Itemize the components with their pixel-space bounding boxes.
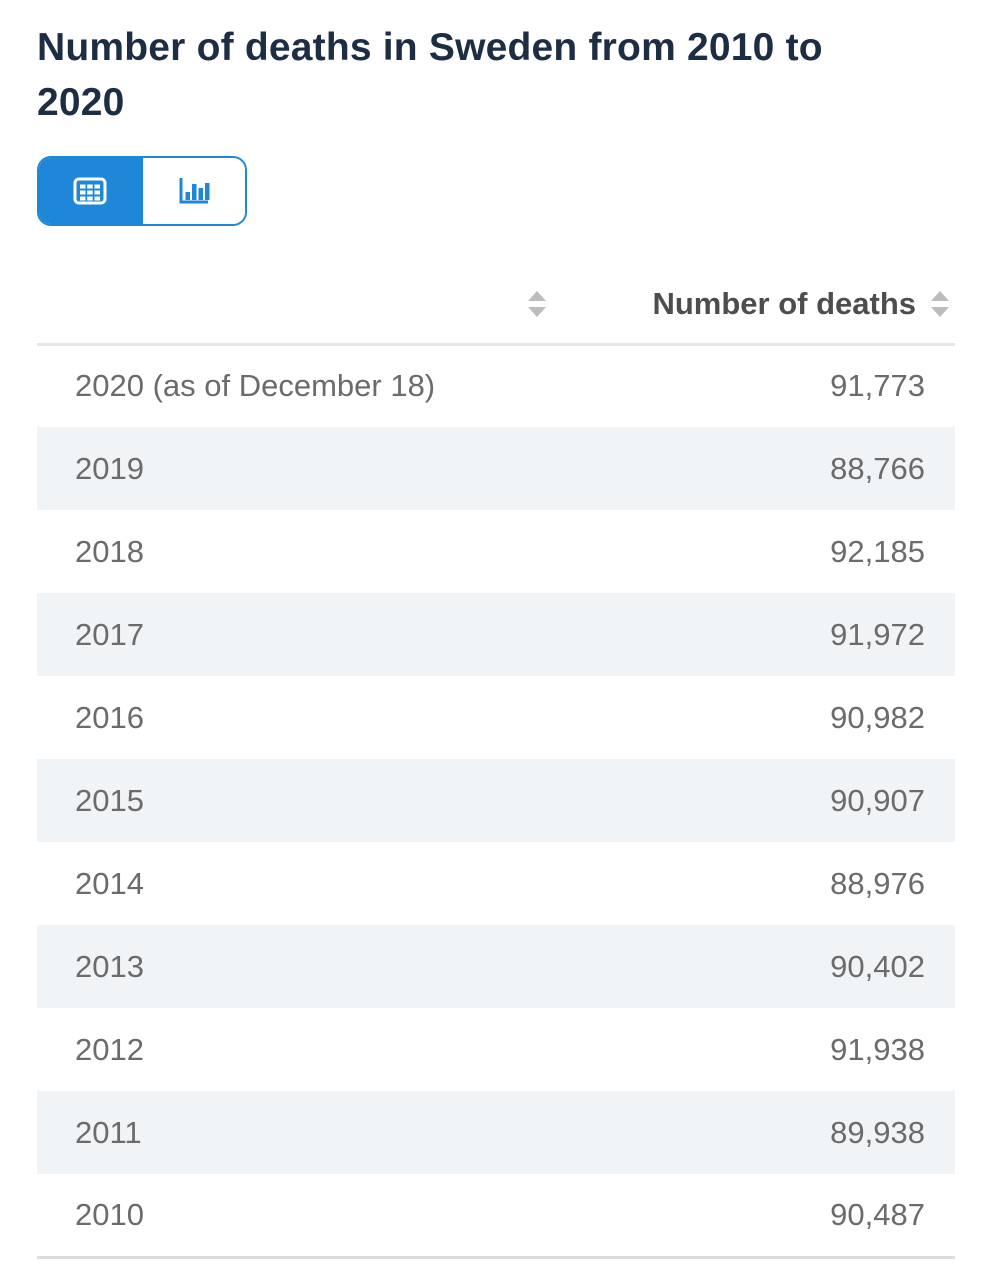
year-cell: 2020 (as of December 18) bbox=[75, 368, 436, 404]
year-cell: 2019 bbox=[75, 450, 144, 486]
bar-chart-icon bbox=[177, 175, 211, 207]
deaths-cell: 91,972 bbox=[830, 616, 925, 652]
table-header-row: Number of deaths bbox=[37, 266, 955, 346]
column-header-year[interactable] bbox=[37, 266, 561, 346]
year-cell: 2015 bbox=[75, 782, 144, 818]
table-row: 2013 90,402 bbox=[37, 925, 955, 1008]
sort-icon[interactable] bbox=[528, 291, 547, 318]
deaths-table: Number of deaths 2020 (as of December 18… bbox=[37, 266, 955, 1259]
table-row: 2015 90,907 bbox=[37, 759, 955, 842]
deaths-cell: 88,976 bbox=[830, 865, 925, 901]
table-row: 2012 91,938 bbox=[37, 1008, 955, 1091]
deaths-cell: 90,907 bbox=[830, 782, 925, 818]
deaths-cell: 89,938 bbox=[830, 1114, 925, 1150]
statistic-page: Number of deaths in Sweden from 2010 to … bbox=[0, 20, 992, 1259]
deaths-cell: 90,487 bbox=[560, 1174, 955, 1259]
page-title: Number of deaths in Sweden from 2010 to … bbox=[37, 26, 823, 124]
table-grid-icon bbox=[73, 177, 107, 205]
year-cell: 2014 bbox=[75, 865, 144, 901]
deaths-cell: 91,938 bbox=[830, 1031, 925, 1067]
view-toggle bbox=[37, 156, 247, 226]
year-cell: 2018 bbox=[75, 533, 144, 569]
deaths-cell: 90,402 bbox=[830, 948, 925, 984]
table-row: 2018 92,185 bbox=[37, 510, 955, 593]
chart-view-button[interactable] bbox=[141, 158, 245, 224]
sort-icon[interactable] bbox=[931, 291, 949, 318]
year-cell: 2013 bbox=[75, 948, 144, 984]
deaths-cell: 88,766 bbox=[830, 450, 925, 486]
year-cell: 2011 bbox=[75, 1114, 142, 1150]
year-cell: 2017 bbox=[75, 616, 144, 652]
table-row: 2017 91,972 bbox=[37, 593, 955, 676]
column-header-deaths-label: Number of deaths bbox=[652, 286, 916, 322]
column-header-number-of-deaths[interactable]: Number of deaths bbox=[560, 266, 955, 346]
table-row: 2011 89,938 bbox=[37, 1091, 955, 1174]
deaths-cell: 91,773 bbox=[830, 368, 925, 404]
deaths-cell: 92,185 bbox=[830, 533, 925, 569]
table-row: 2020 (as of December 18) 91,773 bbox=[37, 344, 955, 427]
table-view-button[interactable] bbox=[39, 158, 141, 224]
year-cell: 2016 bbox=[75, 699, 144, 735]
table-row: 2010 90,487 bbox=[37, 1174, 955, 1259]
table-row: 2014 88,976 bbox=[37, 842, 955, 925]
table-row: 2019 88,766 bbox=[37, 427, 955, 510]
year-cell: 2012 bbox=[75, 1031, 144, 1067]
deaths-cell: 90,982 bbox=[830, 699, 925, 735]
table-row: 2016 90,982 bbox=[37, 676, 955, 759]
year-cell: 2010 bbox=[37, 1174, 561, 1259]
